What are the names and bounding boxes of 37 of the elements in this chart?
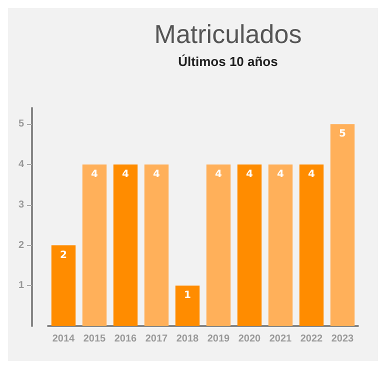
bar	[144, 164, 169, 326]
x-tick-label: 2023	[331, 334, 354, 344]
x-tick-label: 2020	[238, 334, 262, 344]
x-tick-label: 2019	[207, 334, 230, 344]
data-label: 4	[308, 169, 316, 180]
bar	[175, 286, 200, 326]
data-label: 4	[91, 169, 98, 180]
data-label: 4	[246, 169, 254, 180]
x-tick-label: 2015	[83, 334, 106, 344]
data-label: 4	[215, 169, 222, 180]
bar	[268, 164, 293, 326]
chart-title: Matriculados	[154, 19, 302, 49]
bar	[237, 164, 262, 326]
y-tick-label: 5	[18, 118, 24, 130]
bar	[330, 124, 355, 326]
data-label: 4	[277, 169, 284, 180]
y-tick-label: 3	[18, 199, 24, 210]
data-label: 1	[184, 290, 192, 302]
data-label: 5	[339, 128, 346, 140]
data-label: 4	[122, 169, 130, 180]
bar	[82, 164, 107, 326]
x-tick-label: 2018	[176, 334, 200, 344]
bar	[206, 164, 231, 326]
bar	[299, 164, 324, 326]
bar	[51, 245, 76, 326]
x-tick-label: 2016	[114, 334, 138, 344]
data-label: 2	[60, 250, 68, 261]
x-tick-label: 2014	[52, 334, 76, 344]
bar	[113, 164, 138, 326]
x-tick-label: 2022	[300, 334, 324, 344]
y-tick-label: 4	[18, 159, 24, 170]
y-tick-label: 2	[18, 240, 24, 251]
chart-subtitle: Últimos 10 años	[178, 54, 278, 69]
y-tick-label: 1	[18, 280, 24, 292]
x-tick-label: 2021	[269, 334, 292, 344]
x-tick-label: 2017	[145, 334, 168, 344]
data-label: 4	[153, 169, 160, 180]
